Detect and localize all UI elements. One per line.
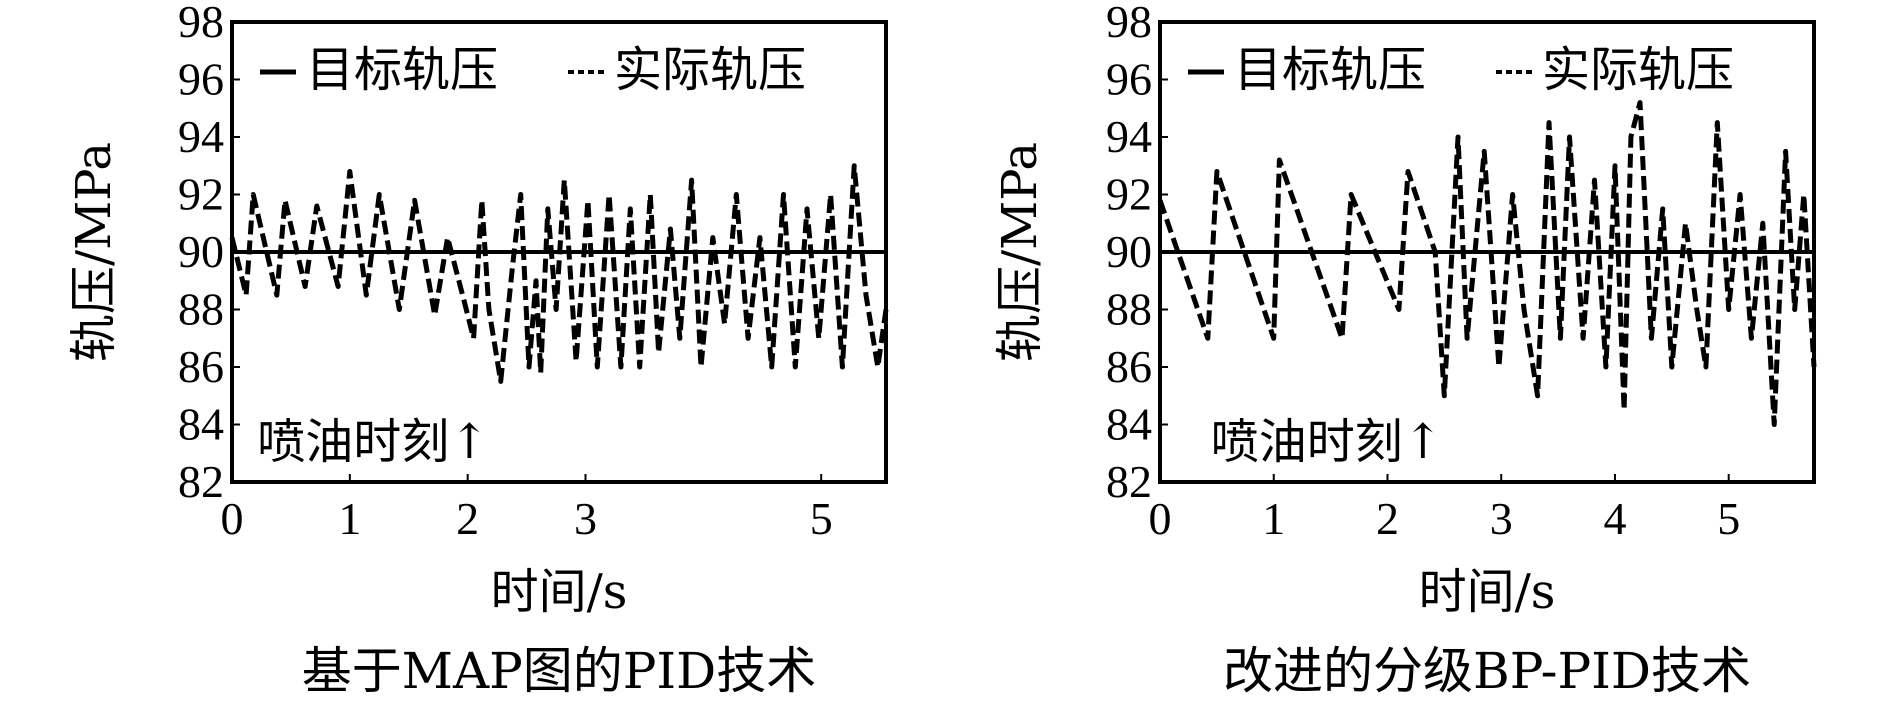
y-tick-label: 82 (178, 456, 224, 507)
x-tick-label: 2 (1376, 493, 1399, 544)
y-tick-label: 86 (178, 341, 224, 392)
y-tick-label: 88 (178, 284, 224, 335)
y-tick-label: 94 (178, 111, 224, 162)
y-tick-label: 92 (178, 169, 224, 220)
y-axis-label: 轨压/MPa (992, 142, 1048, 362)
chart-caption: 基于MAP图的PID技术 (302, 642, 816, 700)
right-chart-panel: 82 84 86 88 90 92 94 96 98 0 1 2 3 4 5 轨压/MPa 时间/s 改进的分级B… (992, 0, 1817, 700)
x-tick-label: 4 (1603, 493, 1626, 544)
chart-caption: 改进的分级BP-PID技术 (1223, 642, 1751, 700)
x-tick-label: 3 (574, 493, 597, 544)
left-chart-panel: 82 84 86 88 90 92 94 96 98 0 1 2 3 5 轨压/MPa 时间/s 基于MAP图的… (66, 0, 889, 700)
y-axis-label: 轨压/MPa (66, 142, 122, 362)
x-axis-label: 时间/s (1419, 564, 1556, 620)
legend-label-actual: 实际轨压 (1542, 42, 1734, 98)
actual-pressure-line (229, 163, 889, 384)
x-axis-label: 时间/s (491, 564, 628, 620)
x-tick-label: 2 (456, 493, 479, 544)
y-tick-label: 84 (178, 399, 224, 450)
x-tick-label: 0 (1149, 493, 1172, 544)
y-tick-label: 98 (1106, 0, 1152, 47)
legend-label-actual: 实际轨压 (614, 42, 806, 98)
x-tick-label: 5 (810, 493, 833, 544)
y-tick-label: 96 (178, 54, 224, 105)
y-tick-label: 84 (1106, 399, 1152, 450)
x-tick-label: 5 (1717, 493, 1740, 544)
y-tick-label: 90 (1106, 226, 1152, 277)
y-tick-label: 86 (1106, 341, 1152, 392)
injection-time-annotation: 喷油时刻↑ (257, 414, 489, 470)
y-tick-label: 88 (1106, 284, 1152, 335)
y-tick-label: 82 (1106, 456, 1152, 507)
y-tick-label: 96 (1106, 54, 1152, 105)
y-tick-label: 98 (178, 0, 224, 47)
x-tick-label: 1 (1262, 493, 1285, 544)
y-tick-label: 90 (178, 226, 224, 277)
legend-label-target: 目标轨压 (306, 42, 498, 98)
injection-time-annotation: 喷油时刻↑ (1211, 414, 1443, 470)
y-tick-label: 92 (1106, 169, 1152, 220)
legend-label-target: 目标轨压 (1234, 42, 1426, 98)
x-tick-label: 3 (1490, 493, 1513, 544)
x-tick-label: 1 (338, 493, 361, 544)
y-tick-label: 94 (1106, 111, 1152, 162)
x-tick-label: 0 (221, 493, 244, 544)
actual-pressure-line (1157, 100, 1817, 427)
